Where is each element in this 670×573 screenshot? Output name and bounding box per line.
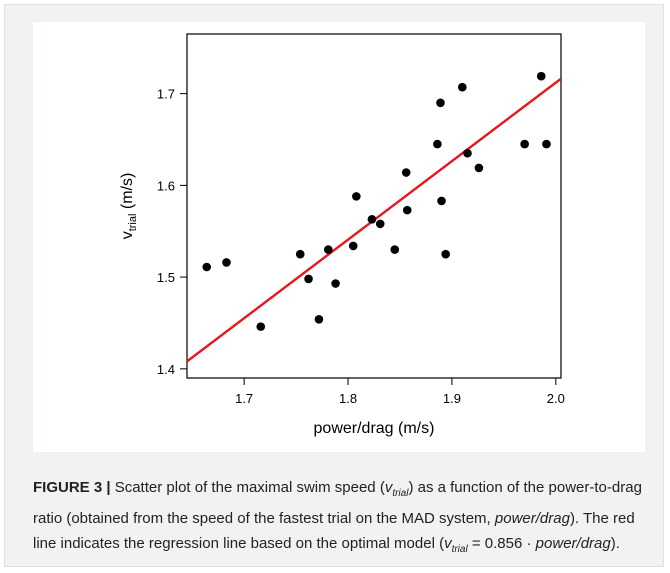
x-axis-label: power/drag (m/s): [314, 420, 435, 437]
caption-text-4: = 0.856 ·: [467, 535, 536, 552]
x-tick-label: 1.9: [443, 391, 461, 406]
y-tick-label: 1.4: [157, 362, 175, 377]
data-point: [390, 245, 400, 254]
figure-label: FIGURE 3 |: [33, 479, 111, 496]
data-point: [437, 196, 446, 206]
data-point: [314, 314, 324, 324]
plot-box: [186, 33, 562, 379]
data-point: [542, 139, 551, 149]
data-point: [402, 205, 412, 215]
data-point: [474, 163, 484, 173]
figure-caption: FIGURE 3 | Scatter plot of the maximal s…: [33, 475, 645, 562]
data-point: [202, 262, 212, 272]
data-point: [401, 168, 411, 177]
figure-frame: 1.7 1.8 1.9 2.0 1.4 1.5 1.6 1.7 power/drag (m/s)…: [4, 4, 664, 567]
data-point: [323, 245, 333, 254]
plot-panel: 1.7 1.8 1.9 2.0 1.4 1.5 1.6 1.7 power/drag (m/s)…: [33, 22, 645, 452]
data-point: [352, 192, 361, 201]
data-point: [433, 139, 442, 149]
x-tick-label: 1.8: [339, 391, 357, 406]
data-point: [222, 258, 231, 267]
data-point: [295, 249, 305, 259]
scatter-chart: 1.7 1.8 1.9 2.0 1.4 1.5 1.6 1.7 power/drag (m/s)…: [119, 33, 565, 437]
y-tick-label: 1.7: [157, 87, 175, 102]
data-point: [304, 274, 313, 284]
data-point: [463, 148, 472, 158]
y-axis-label: vtrial (m/s): [119, 173, 139, 240]
data-point: [375, 219, 385, 229]
caption-power-drag-2: power/drag: [535, 535, 611, 552]
caption-var-v-2: v: [444, 535, 452, 552]
data-point: [536, 71, 546, 81]
caption-power-drag: power/drag: [494, 510, 570, 527]
caption-text-2: ) as a function of the power-to-drag rat…: [33, 479, 642, 527]
caption-var-v: v: [384, 479, 393, 496]
caption-text-3: ). The red line indicates the regression…: [33, 510, 635, 552]
data-point: [331, 279, 340, 288]
data-point: [367, 215, 377, 224]
caption-text-1: Scatter plot of the maximal swim speed (: [110, 479, 385, 496]
data-point: [520, 139, 529, 149]
caption-var-sub: trial: [392, 488, 409, 499]
y-tick-label: 1.5: [157, 270, 175, 285]
data-point: [436, 98, 445, 108]
caption-var-sub-2: trial: [451, 544, 468, 555]
x-tick-label: 1.7: [235, 391, 253, 406]
data-point: [256, 322, 266, 331]
y-tick-label: 1.6: [157, 178, 175, 193]
data-point: [348, 241, 358, 251]
x-tick-label: 2.0: [547, 391, 565, 406]
caption-text-5: ).: [610, 535, 620, 552]
data-point: [458, 82, 467, 92]
data-point: [441, 249, 450, 259]
